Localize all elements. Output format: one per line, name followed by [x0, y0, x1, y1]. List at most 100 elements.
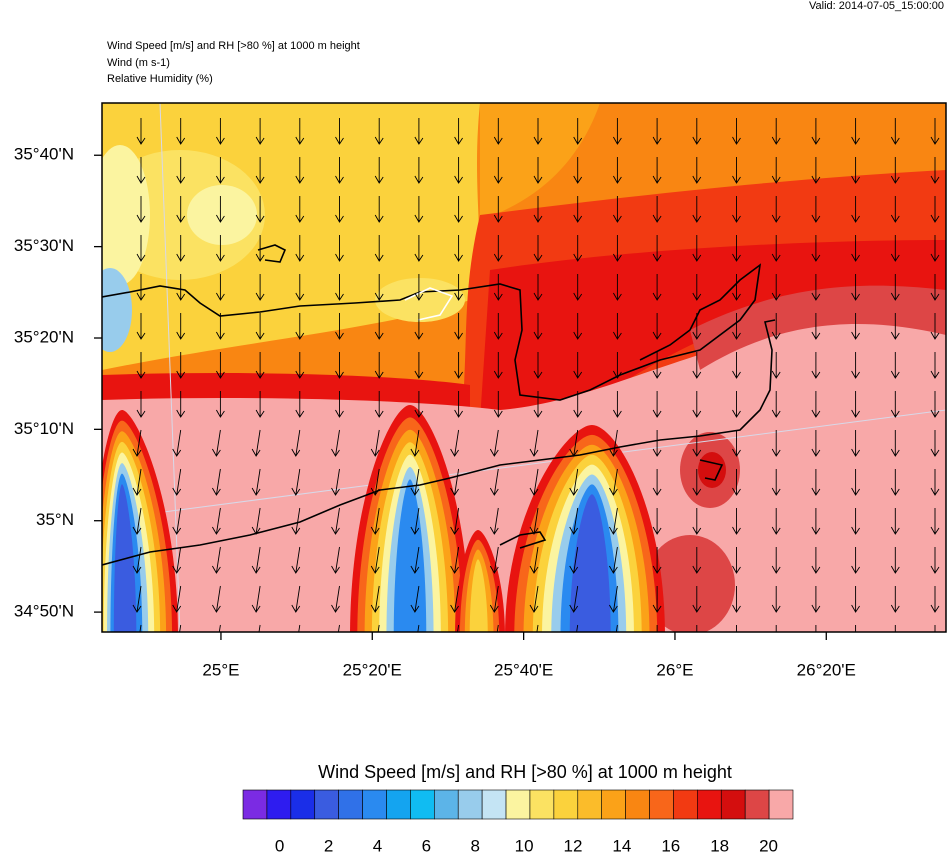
wind-arrow: [732, 547, 741, 574]
wind-arrow: [414, 157, 424, 184]
wind-arrow: [450, 546, 460, 574]
wind-arrow: [855, 625, 857, 632]
wind-arrows: [132, 118, 940, 632]
wind-arrow: [652, 235, 662, 262]
wind-arrow: [771, 274, 781, 301]
wind-arrow: [613, 235, 622, 262]
wind-arrow: [374, 391, 384, 418]
colorbar-swatch: [290, 789, 316, 820]
wind-arrow: [295, 352, 305, 379]
wind-arrow: [454, 274, 463, 301]
wind-arrow: [212, 507, 221, 535]
wind-arrow: [576, 624, 579, 632]
wind-arrow: [335, 313, 344, 340]
wind-arrow: [536, 624, 539, 632]
colorbar-swatch: [314, 789, 339, 820]
colorbar-swatch: [625, 789, 650, 820]
wind-arrow: [489, 546, 499, 574]
wind-arrow: [251, 585, 261, 613]
wind-arrow: [212, 585, 221, 613]
wind-arrow: [331, 546, 340, 574]
wind-arrow: [609, 468, 618, 496]
wind-arrow: [613, 313, 622, 340]
wind-arrow: [529, 429, 539, 457]
x-tick-label: 25°40'E: [494, 660, 553, 679]
wind-arrow: [417, 624, 420, 632]
wind-arrow: [930, 313, 940, 340]
wind-arrow: [454, 157, 463, 184]
wind-arrow: [569, 468, 579, 496]
wind-arrow: [216, 352, 225, 379]
wind-arrow: [450, 468, 460, 496]
wind-arrow: [216, 118, 225, 145]
wind-arrow: [652, 508, 662, 535]
wind-arrow: [251, 429, 261, 457]
wind-arrow: [771, 196, 781, 223]
wind-arrow: [692, 430, 702, 457]
wind-arrow: [251, 507, 261, 535]
wind-arrow: [370, 468, 380, 496]
wind-arrow: [613, 391, 622, 418]
field-shade: [469, 559, 488, 632]
wind-arrow: [732, 391, 741, 418]
wind-arrow: [652, 391, 662, 418]
wind-arrow: [374, 274, 384, 301]
colorbar-swatch: [577, 789, 602, 820]
wind-arrow: [414, 274, 424, 301]
wind-arrow: [851, 508, 860, 535]
wind-arrow: [291, 546, 301, 574]
wind-arrow: [692, 196, 702, 223]
y-tick-label: 35°N: [36, 510, 74, 529]
x-tick-label: 25°E: [202, 660, 239, 679]
wind-arrow: [370, 546, 380, 574]
y-tick-label: 34°50'N: [14, 602, 74, 621]
wind-arrow: [811, 313, 821, 340]
wind-arrow: [454, 313, 463, 340]
wind-arrow: [212, 546, 221, 574]
wind-arrow: [176, 118, 186, 145]
wind-arrow: [212, 429, 221, 457]
wind-arrow: [771, 547, 781, 574]
wind-arrow: [771, 391, 781, 418]
wind-arrow: [414, 235, 424, 262]
colorbar-swatch: [673, 789, 698, 820]
wind-arrow: [496, 624, 499, 632]
wind-arrow: [692, 547, 702, 574]
wind-arrow: [811, 469, 821, 496]
wind-arrow: [652, 352, 662, 379]
wind-arrow: [930, 547, 940, 574]
wind-arrow: [291, 507, 301, 535]
wind-arrow: [216, 313, 225, 340]
wind-arrow: [136, 157, 146, 184]
wind-arrow: [493, 352, 503, 379]
wind-arrow: [732, 469, 741, 496]
wind-arrow: [811, 157, 821, 184]
wind-arrow: [136, 352, 146, 379]
wind-arrow: [851, 235, 860, 262]
colorbar-label: 20: [759, 836, 778, 854]
colorbar-swatch: [697, 789, 722, 820]
wind-arrow: [172, 507, 182, 535]
wind-arrow: [732, 118, 741, 145]
y-tick-label: 35°20'N: [14, 327, 74, 346]
wind-arrow: [771, 352, 781, 379]
x-tick-label: 26°20'E: [797, 660, 856, 679]
wind-arrow: [890, 469, 900, 496]
wind-arrow: [890, 196, 900, 223]
wind-arrow: [613, 352, 622, 379]
wind-arrow: [851, 196, 860, 223]
wind-arrow: [335, 157, 344, 184]
colorbar-label: 14: [612, 836, 631, 854]
wind-arrow: [811, 235, 821, 262]
colorbar-swatch: [434, 789, 459, 820]
wind-arrow: [851, 118, 860, 145]
wind-arrow: [212, 468, 221, 496]
wind-arrow: [139, 624, 142, 632]
wind-arrow: [533, 391, 543, 418]
colorbar-label: 18: [710, 836, 729, 854]
wind-arrow: [573, 274, 583, 301]
wind-arrow: [573, 196, 583, 223]
wind-arrow: [569, 546, 579, 574]
wind-arrow: [374, 196, 384, 223]
wind-arrow: [295, 157, 305, 184]
